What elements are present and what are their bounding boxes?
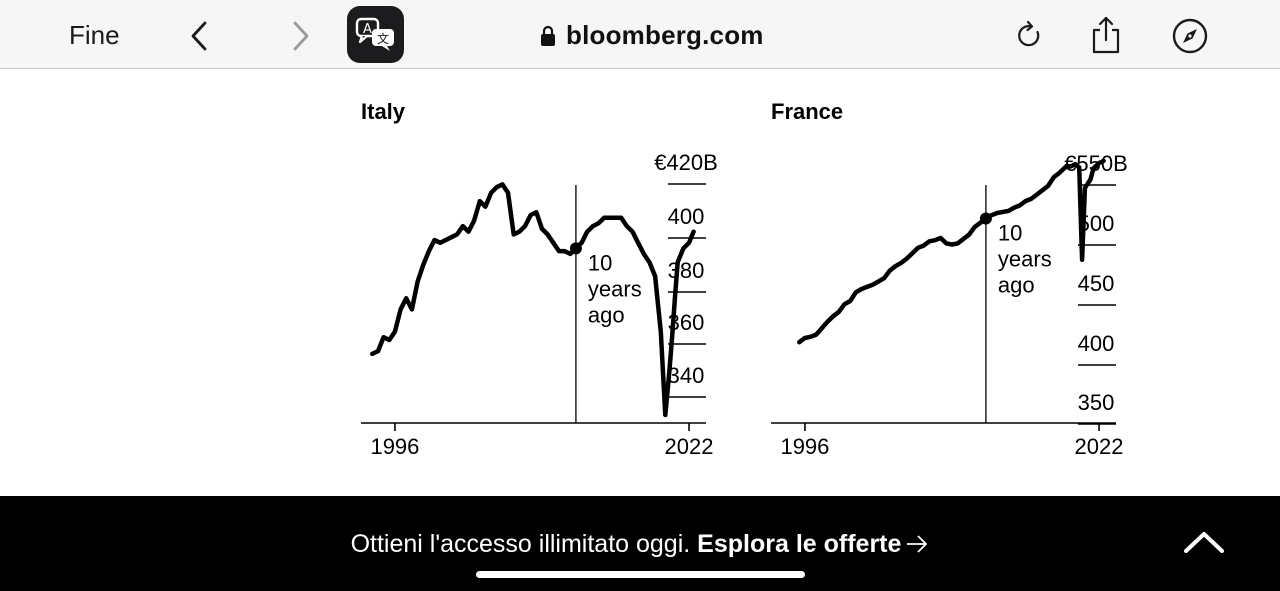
y-tick-label: 340 (668, 363, 705, 388)
x-axis: 1996 2022 (370, 423, 714, 459)
series-line (370, 182, 696, 418)
promo-message: Ottieni l'accesso illimitato oggi. (350, 530, 691, 558)
home-indicator (476, 571, 805, 578)
reload-icon[interactable] (1009, 15, 1049, 55)
translate-icon: A 文 (355, 17, 394, 51)
explore-offers-label: Esplora le offerte (697, 530, 902, 558)
y-tick-label: 400 (668, 204, 705, 229)
chart-title: Italy (361, 99, 406, 124)
y-tick-label: 450 (1078, 271, 1115, 296)
x-tick-label: 1996 (370, 434, 419, 459)
ten-years-ago-label: years (588, 276, 642, 301)
series-line (797, 158, 1106, 345)
ten-years-ago-point (569, 242, 582, 255)
ten-years-ago-label: ago (588, 302, 625, 327)
y-tick-label: 380 (668, 258, 705, 283)
y-tick-label: €420B (654, 150, 718, 175)
chevron-up-icon[interactable] (1182, 529, 1226, 555)
arrow-right-icon (907, 535, 928, 553)
ten-years-ago-label: 10 (588, 250, 612, 275)
lock-icon (541, 25, 555, 46)
browser-toolbar: Fine A 文 bloomberg.com (0, 0, 1280, 69)
chevron-left-icon[interactable] (188, 20, 212, 52)
ten-years-ago-label: ago (998, 272, 1035, 297)
ten-years-ago-label: years (998, 246, 1052, 271)
promo-text: Ottieni l'accesso illimitato oggi. Esplo… (0, 529, 1280, 559)
share-icon[interactable] (1086, 15, 1126, 55)
url-text: bloomberg.com (566, 19, 764, 50)
x-tick-label: 2022 (1075, 434, 1124, 459)
compass-icon[interactable] (1170, 15, 1210, 55)
chevron-right-icon[interactable] (289, 20, 313, 52)
done-button[interactable]: Fine (69, 20, 120, 50)
x-axis: 1996 2022 (780, 423, 1124, 459)
x-tick-label: 2022 (665, 434, 714, 459)
address-bar[interactable]: bloomberg.com (540, 18, 764, 52)
chart-title: France (771, 99, 843, 124)
svg-text:文: 文 (377, 31, 389, 46)
ten-years-ago-point (979, 212, 992, 225)
y-tick-label: 400 (1078, 331, 1115, 356)
y-tick-label: 350 (1078, 390, 1115, 415)
translate-button[interactable]: A 文 (347, 6, 404, 63)
svg-text:A: A (363, 22, 372, 37)
x-tick-label: 1996 (780, 434, 829, 459)
ten-years-ago-label: 10 (998, 220, 1022, 245)
promo-banner: Ottieni l'accesso illimitato oggi. Esplo… (0, 496, 1280, 591)
explore-offers-link[interactable]: Esplora le offerte (697, 530, 929, 558)
